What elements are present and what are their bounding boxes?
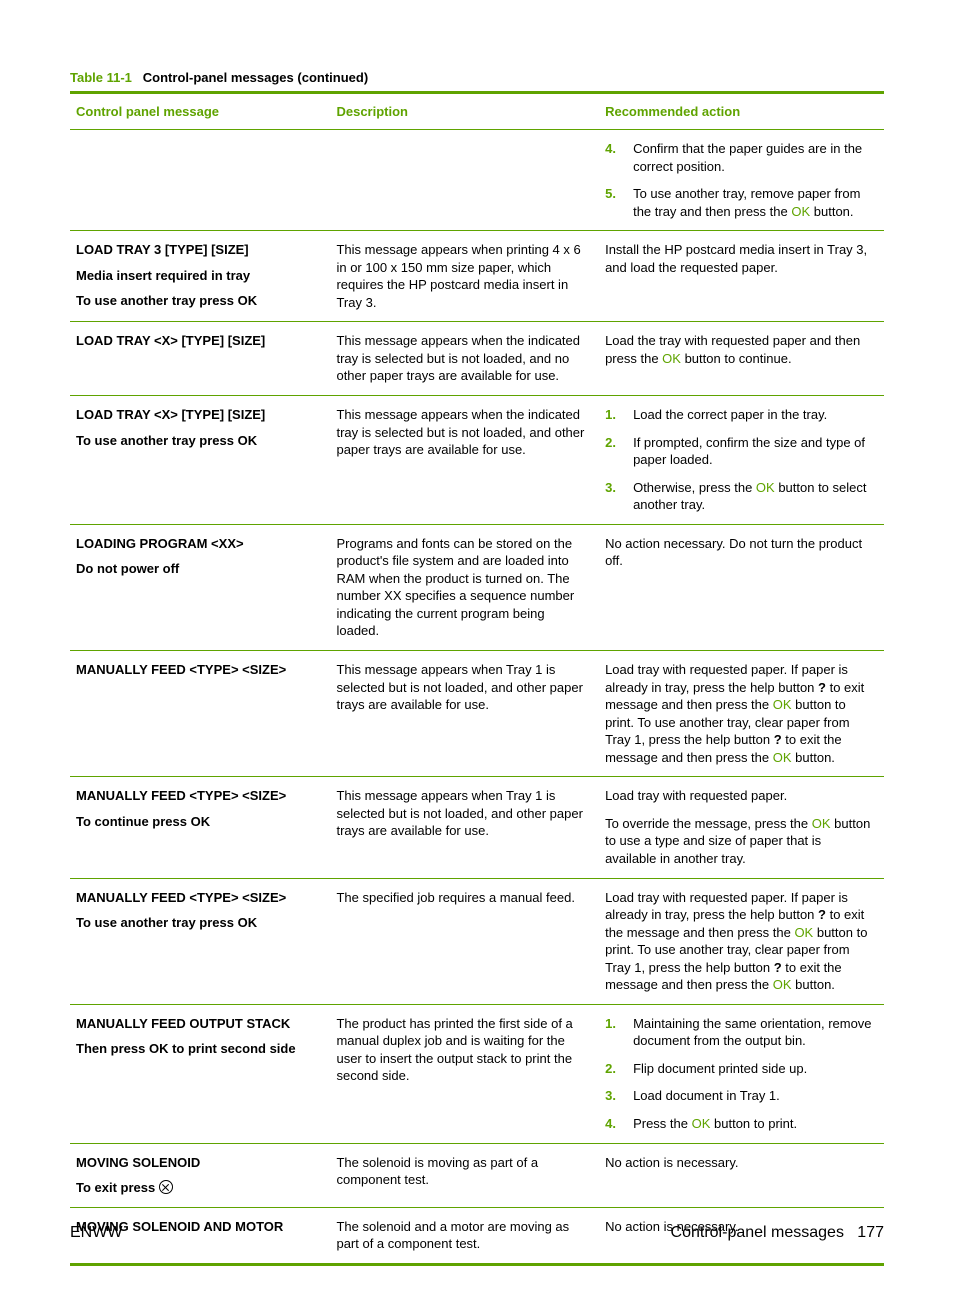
- footer-right: Control-panel messages 177: [671, 1224, 884, 1242]
- table-row: MANUALLY FEED <TYPE> <SIZE> To continue …: [70, 777, 884, 878]
- message-cell: MANUALLY FEED <TYPE> <SIZE>: [76, 661, 320, 679]
- action-cell: Load tray with requested paper. If paper…: [599, 651, 884, 777]
- action-list: Maintaining the same orientation, remove…: [605, 1015, 874, 1133]
- footer-left: ENWW: [70, 1224, 122, 1242]
- description-cell: The solenoid is moving as part of a comp…: [330, 1143, 599, 1207]
- description-cell: This message appears when printing 4 x 6…: [330, 231, 599, 322]
- table-caption: Table 11-1 Control-panel messages (conti…: [70, 70, 884, 85]
- ok-text: OK: [812, 816, 831, 831]
- action-cell: Install the HP postcard media insert in …: [599, 231, 884, 322]
- action-cell: No action necessary. Do not turn the pro…: [599, 524, 884, 650]
- action-list: Load the correct paper in the tray. If p…: [605, 406, 874, 514]
- ok-text: OK: [773, 977, 792, 992]
- table-row: MANUALLY FEED <TYPE> <SIZE> This message…: [70, 651, 884, 777]
- message-cell: MANUALLY FEED <TYPE> <SIZE> To use anoth…: [76, 889, 320, 932]
- message-cell: MOVING SOLENOID To exit press: [76, 1154, 320, 1197]
- action-cell: Load the tray with requested paper and t…: [599, 322, 884, 396]
- message-cell: MANUALLY FEED OUTPUT STACK Then press OK…: [76, 1015, 320, 1058]
- message-cell: LOADING PROGRAM <XX> Do not power off: [76, 535, 320, 578]
- message-cell: LOAD TRAY <X> [TYPE] [SIZE] To use anoth…: [76, 406, 320, 449]
- description-cell: This message appears when Tray 1 is sele…: [330, 777, 599, 878]
- caption-title: Control-panel messages (continued): [143, 70, 368, 85]
- col-header-description: Description: [330, 93, 599, 130]
- action-item: Otherwise, press the OK button to select…: [605, 479, 874, 514]
- action-cell: Load tray with requested paper. If paper…: [599, 878, 884, 1004]
- description-cell: This message appears when the indicated …: [330, 322, 599, 396]
- action-list: Confirm that the paper guides are in the…: [605, 140, 874, 220]
- page-footer: ENWW Control-panel messages 177: [70, 1224, 884, 1242]
- description-cell: Programs and fonts can be stored on the …: [330, 524, 599, 650]
- table-row: MANUALLY FEED OUTPUT STACK Then press OK…: [70, 1004, 884, 1143]
- action-item: Load the correct paper in the tray.: [605, 406, 874, 424]
- action-item: Load document in Tray 1.: [605, 1087, 874, 1105]
- action-item: Maintaining the same orientation, remove…: [605, 1015, 874, 1050]
- table-row: LOAD TRAY <X> [TYPE] [SIZE] To use anoth…: [70, 396, 884, 525]
- cancel-icon: [159, 1180, 173, 1194]
- ok-text: OK: [662, 351, 681, 366]
- action-item: Press the OK button to print.: [605, 1115, 874, 1133]
- col-header-message: Control panel message: [70, 93, 330, 130]
- action-cell: Load tray with requested paper. To overr…: [599, 777, 884, 878]
- description-cell: This message appears when Tray 1 is sele…: [330, 651, 599, 777]
- table-row: MOVING SOLENOID To exit press The soleno…: [70, 1143, 884, 1207]
- description-cell: This message appears when the indicated …: [330, 396, 599, 525]
- message-cell: LOAD TRAY <X> [TYPE] [SIZE]: [76, 332, 320, 350]
- description-cell: The product has printed the first side o…: [330, 1004, 599, 1143]
- ok-text: OK: [794, 925, 813, 940]
- ok-text: OK: [692, 1116, 711, 1131]
- action-item: To use another tray, remove paper from t…: [605, 185, 874, 220]
- message-cell: LOAD TRAY 3 [TYPE] [SIZE] Media insert r…: [76, 241, 320, 310]
- ok-text: OK: [773, 750, 792, 765]
- ok-text: OK: [756, 480, 775, 495]
- table-row: Confirm that the paper guides are in the…: [70, 130, 884, 231]
- table-row: LOAD TRAY <X> [TYPE] [SIZE] This message…: [70, 322, 884, 396]
- action-cell: No action is necessary.: [599, 1143, 884, 1207]
- control-panel-table: Control panel message Description Recomm…: [70, 91, 884, 1266]
- table-row: LOADING PROGRAM <XX> Do not power off Pr…: [70, 524, 884, 650]
- action-item: Confirm that the paper guides are in the…: [605, 140, 874, 175]
- message-cell: MANUALLY FEED <TYPE> <SIZE> To continue …: [76, 787, 320, 830]
- table-row: LOAD TRAY 3 [TYPE] [SIZE] Media insert r…: [70, 231, 884, 322]
- action-item: If prompted, confirm the size and type o…: [605, 434, 874, 469]
- table-row: MANUALLY FEED <TYPE> <SIZE> To use anoth…: [70, 878, 884, 1004]
- caption-number: Table 11-1: [70, 70, 132, 85]
- description-cell: The specified job requires a manual feed…: [330, 878, 599, 1004]
- page-number: 177: [857, 1224, 884, 1241]
- col-header-action: Recommended action: [599, 93, 884, 130]
- page: Table 11-1 Control-panel messages (conti…: [0, 0, 954, 1306]
- ok-text: OK: [791, 204, 810, 219]
- ok-text: OK: [773, 697, 792, 712]
- action-item: Flip document printed side up.: [605, 1060, 874, 1078]
